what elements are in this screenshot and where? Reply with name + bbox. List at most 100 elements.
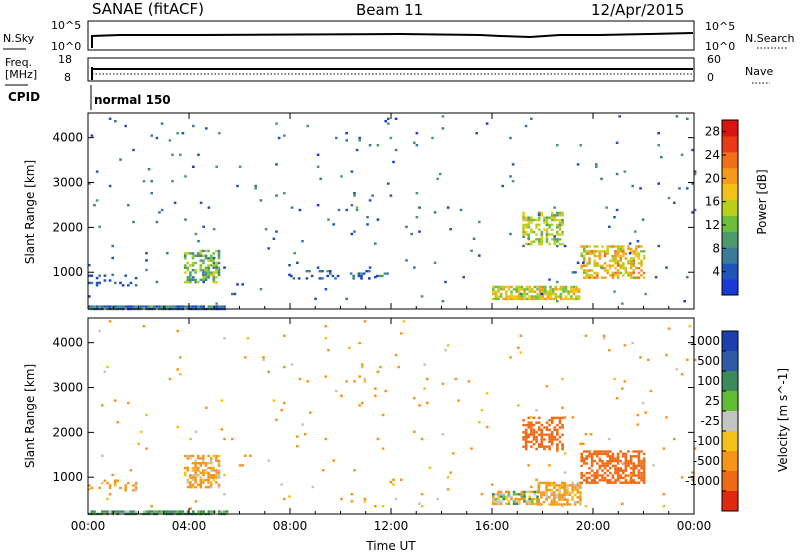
power-cell-773 [197, 240, 200, 243]
power-cell-536 [598, 252, 602, 255]
velocity-cell-342 [507, 490, 511, 494]
velocity-cell-73 [202, 510, 205, 513]
power-cell-678 [103, 274, 107, 277]
velocity-cell-845 [363, 500, 367, 503]
power-cell-417 [541, 297, 544, 301]
power-cell-641 [632, 276, 635, 279]
power-cell-310 [558, 223, 562, 227]
velocity-cell-236 [532, 438, 536, 441]
velocity-cell-472 [566, 493, 569, 497]
velocity-cell-868 [418, 502, 421, 505]
power-cell-199 [217, 254, 221, 257]
velocity-cell-331 [499, 493, 503, 496]
power-cell-784 [215, 302, 218, 305]
velocity-cell-356 [515, 502, 518, 506]
power-cell-844 [368, 144, 372, 147]
velocity-cell-561 [596, 469, 599, 472]
velocity-cell-514 [580, 471, 583, 475]
power-cell-493 [583, 271, 586, 275]
velocity-cell-432 [553, 491, 556, 494]
power-cell-632 [629, 276, 633, 279]
velocity-cell-692 [635, 474, 638, 477]
power-cell-771 [194, 232, 198, 236]
velocity-cell-756 [106, 497, 109, 501]
velocity-cell-385 [533, 502, 537, 506]
power-cell-346 [505, 285, 508, 289]
velocity-cell-60 [181, 510, 185, 513]
velocity-cell-120 [194, 471, 197, 474]
power-cell-594 [619, 245, 622, 248]
power-cell-684 [124, 274, 127, 277]
velocity-cell-880 [444, 349, 447, 352]
power-cell-274 [545, 235, 549, 239]
velocity-colorbar-label-1: 500 [697, 354, 720, 368]
freq-tick-top: 18 [58, 53, 72, 66]
velocity-cell-688 [635, 450, 638, 453]
velocity-cell-213 [524, 445, 528, 448]
power-cell-329 [494, 285, 498, 289]
power-cell-820 [319, 177, 322, 180]
velocity-cell-697 [637, 457, 641, 460]
velocity-cell-146 [202, 469, 205, 472]
power-cell-889 [478, 220, 481, 224]
power-cell-938 [639, 187, 642, 190]
velocity-cell-719 [642, 464, 646, 468]
velocity-cell-853 [381, 447, 385, 450]
velocity-cell-554 [593, 476, 596, 480]
power-cell-476 [577, 288, 581, 291]
velocity-cell-707 [640, 459, 643, 463]
velocity-cell-635 [616, 476, 620, 480]
power-cell-418 [544, 285, 547, 289]
power-cell-566 [611, 257, 615, 260]
velocity-cell-754 [103, 370, 107, 373]
power-cell-644 [635, 250, 638, 253]
velocity-cell-735 [114, 479, 117, 482]
velocity-cell-856 [389, 481, 393, 484]
power-cell-843 [366, 223, 369, 226]
power-cell-237 [530, 240, 533, 243]
velocity-cell-793 [244, 356, 247, 359]
power-cell-747 [147, 168, 151, 171]
velocity-cell-408 [545, 481, 548, 485]
velocity-cell-517 [580, 481, 583, 484]
velocity-colorbar-swatch-4 [722, 411, 738, 432]
x-tick-label-1: 04:00 [172, 519, 207, 533]
velocity-cell-855 [384, 389, 387, 393]
power-cell-248 [537, 216, 541, 219]
velocity-cell-795 [246, 337, 250, 340]
power-cell-195 [215, 276, 218, 279]
power-cell-749 [150, 180, 153, 183]
velocity-cell-628 [616, 457, 620, 460]
power-cell-782 [215, 165, 218, 168]
power-cell-696 [318, 270, 322, 273]
power-cell-140 [199, 259, 203, 262]
power-cell-359 [510, 297, 513, 301]
power-cell-467 [572, 288, 576, 291]
power-cell-142 [199, 266, 203, 269]
power-cell-943 [657, 144, 660, 147]
velocity-cell-922 [589, 433, 593, 436]
power-cell-674 [95, 281, 99, 285]
velocity-cell-898 [517, 346, 520, 349]
velocity-cell-14 [111, 510, 114, 513]
velocity-cell-780 [194, 500, 198, 503]
power-cell-756 [160, 208, 164, 212]
velocity-cell-179 [212, 474, 216, 477]
power-cell-746 [145, 268, 148, 272]
power-cell-81 [199, 305, 203, 308]
power-cell-909 [556, 244, 559, 248]
velocity-cell-201 [522, 431, 525, 434]
power-cell-213 [522, 230, 525, 234]
velocity-cell-494 [576, 484, 580, 487]
power-cell-598 [619, 257, 622, 260]
velocity-cell-943 [649, 389, 653, 393]
power-cell-725 [88, 264, 91, 267]
power-cell-630 [629, 271, 633, 275]
power-cell-496 [585, 250, 589, 253]
power-cell-711 [357, 274, 361, 278]
power-cell-249 [537, 218, 541, 222]
velocity-cell-97 [186, 478, 190, 482]
power-cell-155 [204, 254, 208, 257]
velocity-cell-909 [556, 449, 559, 453]
velocity-cell-112 [191, 478, 195, 482]
